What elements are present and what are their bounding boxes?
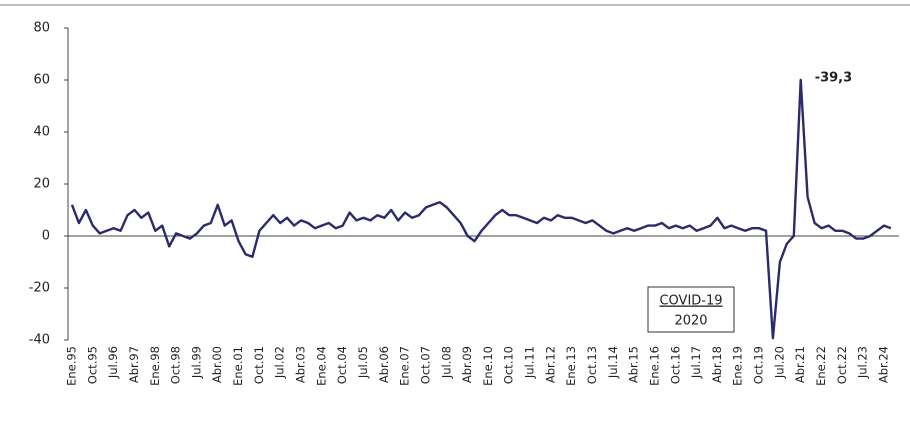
x-tick-label: Oct.98 [169, 346, 183, 384]
x-tick-label: Oct.04 [335, 346, 349, 384]
x-tick-label: Abr.18 [710, 346, 724, 383]
y-tick-label: -20 [29, 281, 50, 296]
y-tick-label: 20 [33, 177, 50, 192]
x-tick-label: Abr.97 [127, 346, 141, 383]
x-tick-label: Ene.22 [814, 346, 828, 386]
x-tick-label: Jul.96 [106, 346, 120, 379]
x-tick-label: Oct.22 [835, 346, 849, 384]
data-label: -39,3 [815, 71, 852, 86]
x-tick-label: Oct.10 [502, 346, 516, 384]
x-tick-label: Jul.05 [356, 346, 370, 379]
x-tick-label: Jul.08 [439, 346, 453, 379]
x-tick-label: Abr.06 [377, 346, 391, 383]
x-tick-label: Ene.07 [398, 346, 412, 386]
x-tick-label: Jul.02 [273, 346, 287, 379]
annotation-box [647, 286, 735, 333]
x-tick-label: Oct.13 [585, 346, 599, 384]
x-tick-label: Ene.10 [481, 346, 495, 386]
x-tick-label: Jul.20 [772, 346, 786, 379]
data-line [70, 78, 892, 340]
y-tick-label: -40 [29, 333, 50, 348]
x-tick-label: Jul.17 [689, 346, 703, 379]
x-tick-label: Ene.04 [314, 346, 328, 386]
x-tick-label: Abr.21 [793, 346, 807, 383]
x-tick-label: Abr.15 [627, 346, 641, 383]
x-tick-label: Oct.07 [418, 346, 432, 384]
x-tick-label: Abr.24 [876, 346, 890, 383]
x-tick-label: Ene.13 [564, 346, 578, 386]
y-tick-label: 40 [33, 125, 50, 140]
y-tick-label: 60 [33, 73, 50, 88]
annotation-text: 2020 [674, 314, 707, 329]
x-tick-label: Jul.14 [606, 346, 620, 379]
x-tick-label: Jul.99 [189, 346, 203, 379]
x-tick-label: Jul.11 [523, 346, 537, 379]
x-tick-label: Oct.95 [85, 346, 99, 384]
x-tick-label: Ene.01 [231, 346, 245, 386]
x-tick-label: Oct.01 [252, 346, 266, 384]
annotation-text: COVID-19 [659, 294, 722, 309]
x-tick-label: Abr.12 [543, 346, 557, 383]
x-tick-label: Ene.19 [731, 346, 745, 386]
x-tick-label: Abr.00 [210, 346, 224, 383]
x-tick-label: Oct.19 [752, 346, 766, 384]
x-tick-label: Ene.98 [148, 346, 162, 386]
y-tick-label: 0 [42, 229, 50, 244]
x-tick-label: Ene.16 [647, 346, 661, 386]
x-tick-label: Oct.16 [668, 346, 682, 384]
x-tick-label: Jul.23 [856, 346, 870, 379]
y-tick-label: 80 [33, 21, 50, 36]
x-tick-label: Abr.03 [294, 346, 308, 383]
x-tick-label: Abr.09 [460, 346, 474, 383]
x-tick-label: Ene.95 [65, 346, 79, 386]
